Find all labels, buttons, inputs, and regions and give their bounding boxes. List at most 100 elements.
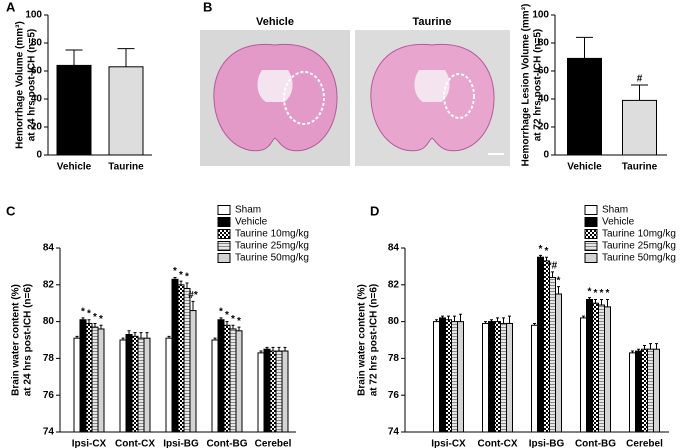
significance-marker: * (179, 270, 183, 281)
bar (457, 321, 464, 433)
error-bar (588, 297, 591, 300)
significance-marker: *# (548, 261, 558, 272)
legend-label: Vehicle (235, 217, 268, 228)
significance-marker: * (539, 244, 543, 255)
y-axis-label: at 24 hrs post-ICH (n=5) (27, 29, 38, 142)
y-tick-label: 76 (43, 390, 55, 401)
legend-label: Sham (602, 205, 628, 216)
x-tick-label: Taurine (622, 162, 658, 173)
bar (56, 64, 92, 156)
bar (229, 328, 237, 433)
panel-label: B (203, 0, 212, 14)
bar (281, 350, 289, 433)
legend-swatch (584, 217, 598, 227)
error-bar (127, 330, 131, 335)
error-bar (145, 332, 149, 339)
significance-marker: * (606, 288, 610, 299)
y-tick-label: 80 (538, 38, 550, 49)
error-bar (502, 317, 505, 324)
legend-swatch (217, 217, 231, 227)
error-bar (283, 346, 287, 352)
bar (269, 350, 277, 433)
panel-label: C (6, 203, 16, 218)
error-bar (65, 49, 83, 66)
bar (171, 278, 179, 433)
y-tick-label: 80 (43, 316, 55, 327)
error-bar (441, 315, 444, 318)
error-bar (81, 317, 85, 320)
error-bar (121, 337, 125, 340)
legend-label: Taurine 10mg/kg (602, 229, 676, 240)
significance-marker: * (231, 314, 235, 325)
error-bar (139, 332, 143, 339)
legend-swatch (584, 229, 598, 239)
bar (598, 304, 605, 433)
error-bar (219, 317, 223, 320)
bar (543, 260, 550, 433)
error-bar (87, 319, 91, 324)
y-tick-label: 0 (543, 150, 549, 161)
y-tick-label: 80 (388, 316, 400, 327)
bar (263, 348, 271, 433)
y-axis-label: Brain water content (%) (357, 284, 368, 396)
error-bar (606, 299, 609, 307)
bar (635, 350, 642, 433)
legend-label: Sham (235, 205, 261, 216)
error-bar (551, 271, 554, 278)
y-tick-label: 40 (538, 94, 550, 105)
error-bar (265, 346, 269, 350)
y-axis-label: at 72 hrs post-ICH (n=6) (369, 284, 380, 397)
y-tick-label: 80 (31, 38, 43, 49)
bar (439, 317, 446, 433)
bar (275, 350, 283, 433)
error-bar (93, 322, 97, 328)
bar (488, 321, 495, 433)
error-bar (539, 254, 542, 258)
y-tick-label: 74 (388, 427, 400, 438)
y-tick-label: 60 (31, 66, 43, 77)
bar (482, 322, 489, 433)
y-tick-label: 74 (43, 427, 55, 438)
error-bar (435, 319, 438, 322)
y-tick-label: 78 (43, 353, 55, 364)
bar (604, 306, 611, 433)
error-bar (225, 321, 229, 326)
y-tick-label: 84 (43, 243, 55, 254)
x-tick-label: Cerebel (626, 439, 663, 448)
bar (622, 99, 657, 156)
bar (79, 319, 87, 433)
bar (506, 322, 513, 433)
bar (165, 337, 173, 433)
error-bar (213, 337, 217, 340)
error-bar (453, 315, 456, 322)
y-tick-label: 76 (388, 390, 400, 401)
image-label: Vehicle (256, 16, 294, 28)
significance-marker: * (237, 316, 241, 327)
y-tick-label: 0 (36, 150, 42, 161)
bar (537, 256, 544, 433)
bar (189, 310, 197, 433)
bar (108, 66, 144, 156)
x-tick-label: Ipsi-CX (431, 439, 466, 448)
error-bar (447, 315, 450, 320)
error-bar (496, 317, 499, 322)
bar (119, 339, 127, 433)
legend-swatch (584, 205, 598, 215)
significance-marker: * (225, 310, 229, 321)
legend-label: Taurine 25mg/kg (602, 241, 676, 252)
bar (131, 335, 139, 433)
significance-marker: * (99, 314, 103, 325)
bar (183, 287, 191, 433)
error-bar (99, 324, 103, 329)
error-bar (600, 299, 603, 306)
error-bar (167, 335, 171, 339)
y-tick-label: 82 (388, 279, 400, 290)
error-bar (631, 350, 634, 353)
y-tick-label: 84 (388, 243, 400, 254)
error-bar (459, 313, 462, 322)
legend-label: Taurine 50mg/kg (235, 253, 309, 264)
significance-marker: * (219, 307, 223, 318)
bar (549, 276, 556, 433)
error-bar (533, 322, 536, 326)
